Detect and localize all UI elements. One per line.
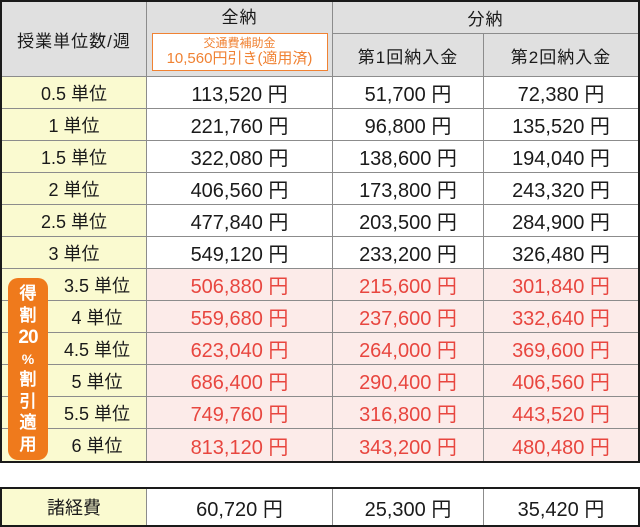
header-first-installment: 第1回納入金 <box>333 34 484 77</box>
discount-badge-char: 用 <box>19 435 37 455</box>
row-second-installment-value: 194,040 円 <box>484 141 638 173</box>
discount-badge-char: % <box>21 351 35 368</box>
header-second-installment-label: 第2回納入金 <box>510 47 612 67</box>
header-first-installment-label: 第1回納入金 <box>357 47 459 67</box>
header-installment-label: 分納 <box>467 10 504 29</box>
header-installment: 分納 <box>333 2 638 34</box>
row-first-installment-value: 215,600 円 <box>333 269 484 301</box>
transport-subsidy-note-line1: 交通費補助金 <box>203 36 276 50</box>
row-first-installment-value: 316,800 円 <box>333 397 484 429</box>
row-full-payment-value: 221,760 円 <box>147 109 333 141</box>
misc-expenses-first-installment: 25,300 円 <box>333 489 484 525</box>
row-unit-label: 3 単位 <box>2 237 147 269</box>
transport-subsidy-note-line2: 10,560円引き(適用済) <box>166 50 313 67</box>
row-full-payment-value: 406,560 円 <box>147 173 333 205</box>
header-second-installment: 第2回納入金 <box>484 34 638 77</box>
header-full-payment-label: 全納 <box>221 8 258 27</box>
misc-expenses-second-installment: 35,420 円 <box>517 498 605 521</box>
discount-badge-char: 得 <box>19 283 37 303</box>
row-second-installment-value: 72,380 円 <box>484 77 638 109</box>
row-full-payment-value: 749,760 円 <box>147 397 333 429</box>
row-second-installment-value: 369,600 円 <box>484 333 638 365</box>
transport-subsidy-note: 交通費補助金 10,560円引き(適用済) <box>151 33 328 71</box>
misc-expenses-table: 諸経費 60,720 円 25,300 円 35,420 円 <box>0 487 640 527</box>
row-first-installment-value: 51,700 円 <box>333 77 484 109</box>
row-second-installment-value: 326,480 円 <box>484 237 638 269</box>
row-full-payment-value: 477,840 円 <box>147 205 333 237</box>
row-first-installment-value: 237,600 円 <box>333 301 484 333</box>
misc-expenses-label: 諸経費 <box>47 498 101 518</box>
row-first-installment-value: 138,600 円 <box>333 141 484 173</box>
row-unit-label: 1 単位 <box>2 109 147 141</box>
row-first-installment-value: 264,000 円 <box>333 333 484 365</box>
row-second-installment-value: 135,520 円 <box>484 109 638 141</box>
row-full-payment-value: 549,120 円 <box>147 237 333 269</box>
discount-badge-char: 割 <box>19 369 37 389</box>
row-second-installment-value: 284,900 円 <box>484 205 638 237</box>
discount-badge-char: 適 <box>19 413 37 433</box>
header-unit-column-label: 授業単位数/週 <box>17 31 131 51</box>
row-unit-label: 2.5 単位 <box>2 205 147 237</box>
row-first-installment-value: 343,200 円 <box>333 429 484 461</box>
row-second-installment-value: 332,640 円 <box>484 301 638 333</box>
row-full-payment-value: 113,520 円 <box>147 77 333 109</box>
row-first-installment-value: 203,500 円 <box>333 205 484 237</box>
row-second-installment-value: 406,560 円 <box>484 365 638 397</box>
row-first-installment-value: 173,800 円 <box>333 173 484 205</box>
row-second-installment-value: 443,520 円 <box>484 397 638 429</box>
row-first-installment-value: 233,200 円 <box>333 237 484 269</box>
row-full-payment-value: 322,080 円 <box>147 141 333 173</box>
header-full-payment: 全納 交通費補助金 10,560円引き(適用済) <box>147 2 333 77</box>
discount-badge-char: 割 <box>19 305 37 325</box>
row-unit-label: 0.5 単位 <box>2 77 147 109</box>
row-first-installment-value: 96,800 円 <box>333 109 484 141</box>
tuition-fee-table: 授業単位数/週 全納 交通費補助金 10,560円引き(適用済) 分納 第1回納… <box>0 0 640 463</box>
row-unit-label: 1.5 単位 <box>2 141 147 173</box>
discount-badge-char: 20 <box>18 327 38 349</box>
row-full-payment-value: 623,040 円 <box>147 333 333 365</box>
row-second-installment-value: 243,320 円 <box>484 173 638 205</box>
row-second-installment-value: 301,840 円 <box>484 269 638 301</box>
discount-badge-char: 引 <box>19 391 37 411</box>
row-full-payment-value: 506,880 円 <box>147 269 333 301</box>
row-second-installment-value: 480,480 円 <box>484 429 638 461</box>
misc-expenses-label-cell: 諸経費 <box>2 489 147 525</box>
discount-20-percent-badge: 得割 20% 割引適用 <box>8 278 48 460</box>
misc-expenses-full-payment: 60,720 円 <box>147 489 333 525</box>
row-full-payment-value: 813,120 円 <box>147 429 333 461</box>
row-full-payment-value: 686,400 円 <box>147 365 333 397</box>
row-first-installment-value: 290,400 円 <box>333 365 484 397</box>
row-full-payment-value: 559,680 円 <box>147 301 333 333</box>
row-unit-label: 2 単位 <box>2 173 147 205</box>
header-unit-column: 授業単位数/週 <box>2 2 147 77</box>
